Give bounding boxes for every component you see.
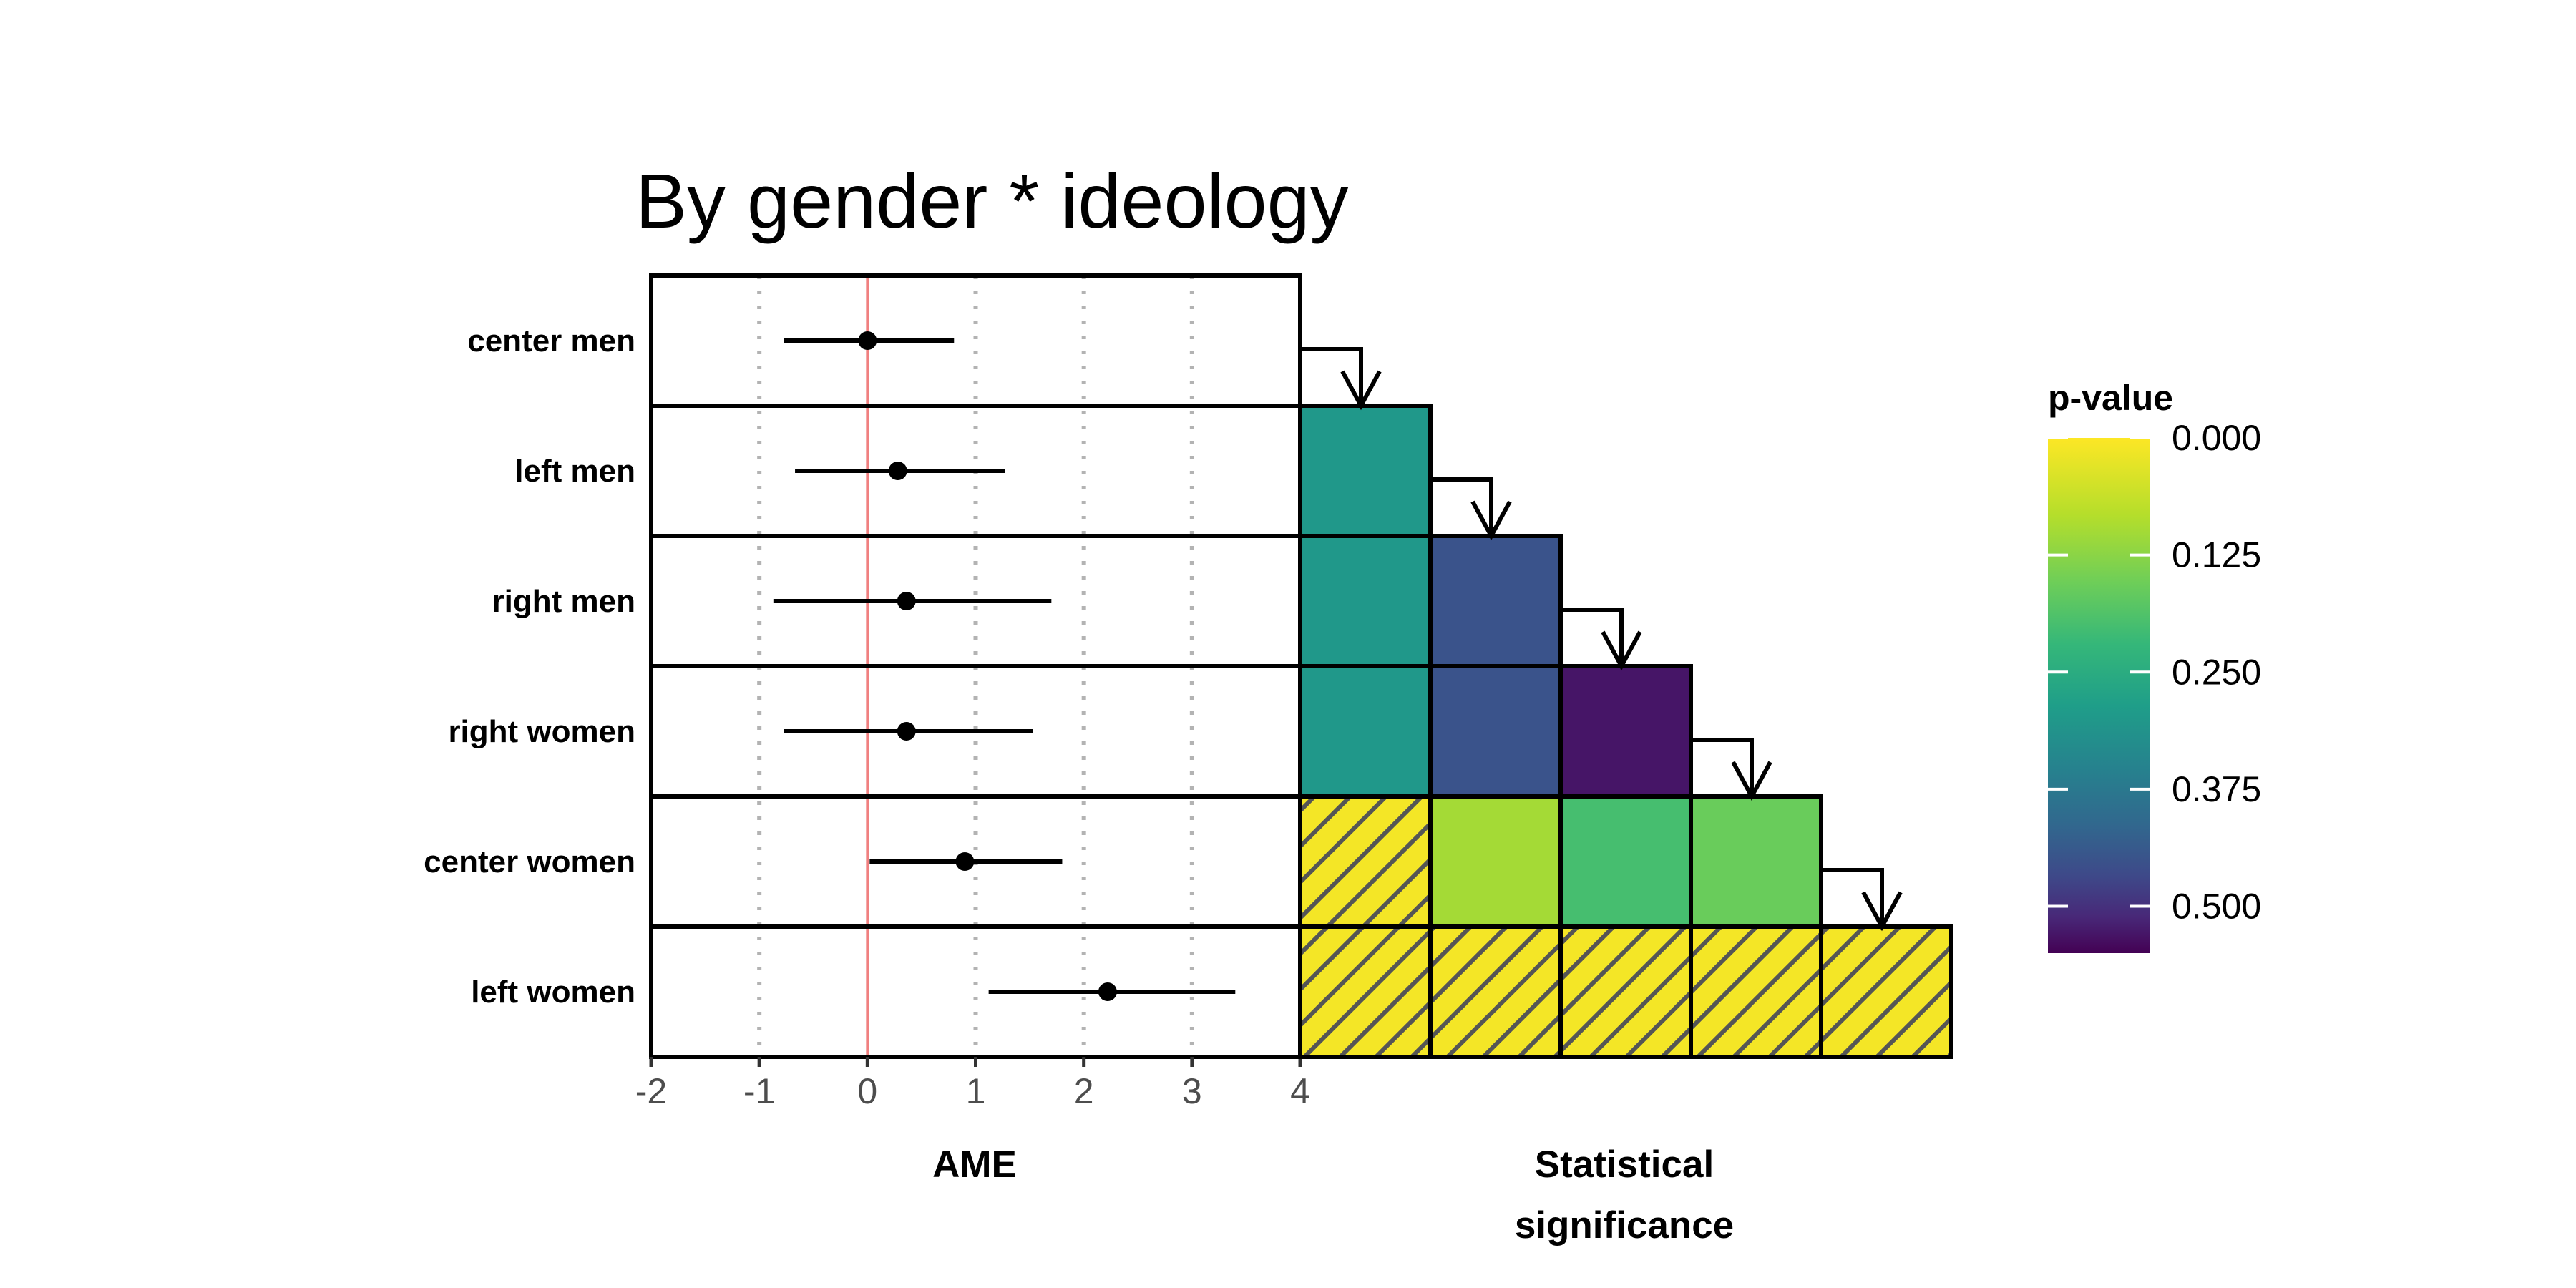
arrow-line [1561, 608, 1624, 666]
x-tick-label: 1 [966, 1071, 986, 1111]
significance-hatch [1819, 924, 1953, 1059]
matrix-cell [1689, 794, 1823, 929]
matrix-cell [1558, 794, 1693, 929]
legend-tick-label: 0.500 [2172, 887, 2261, 927]
row-label: center men [467, 323, 635, 358]
legend-colorbar [2048, 438, 2150, 953]
row-label: left women [471, 975, 635, 1010]
matrix-cell [1298, 404, 1433, 538]
arrow-head [1340, 370, 1382, 411]
x-tick-label: -2 [635, 1071, 667, 1111]
row-label: left men [514, 454, 635, 489]
arrow-line [1821, 868, 1884, 927]
matrix-label-line2: significance [1515, 1204, 1734, 1246]
significance-hatch [1558, 924, 1693, 1059]
arrow-head [1731, 761, 1772, 801]
row-label: right men [492, 584, 635, 619]
matrix-cell [1428, 534, 1563, 668]
significance-hatch [1298, 794, 1433, 929]
matrix-label-line1: Statistical [1535, 1143, 1714, 1186]
legend-tick-label: 0.375 [2172, 769, 2261, 809]
x-axis-label: AME [932, 1143, 1017, 1186]
legend: p-value 0.000 0.125 0.250 0.375 0.500 [2048, 378, 2261, 953]
row-arrows [1300, 347, 1903, 932]
x-tick-label: -1 [743, 1071, 775, 1111]
matrix-cell [1298, 534, 1433, 668]
arrow-head [1470, 500, 1512, 541]
row-label: right women [448, 714, 635, 749]
significance-hatch [1428, 924, 1563, 1059]
forest-row-box [649, 273, 1302, 408]
arrow-line [1300, 347, 1363, 406]
point-estimate [955, 852, 975, 871]
point-estimate [858, 331, 877, 350]
forest-panel: center men left men right men right women ce… [424, 273, 1310, 1111]
legend-tick-label: 0.250 [2172, 652, 2261, 692]
significance-matrix [1298, 404, 1953, 1059]
chart-title: By gender * ideology [635, 157, 1349, 244]
point-estimate [897, 592, 916, 610]
significance-hatch [1689, 924, 1823, 1059]
x-tick-label: 0 [857, 1071, 877, 1111]
point-estimate [897, 722, 916, 741]
significance-hatch [1298, 924, 1433, 1059]
matrix-cell [1428, 664, 1563, 799]
matrix-cell [1558, 664, 1693, 799]
point-estimate [888, 462, 907, 480]
legend-tick-label: 0.125 [2172, 535, 2261, 575]
arrow-head [1601, 630, 1642, 671]
x-tick-label: 3 [1182, 1071, 1202, 1111]
x-tick-label: 4 [1290, 1071, 1310, 1111]
legend-title: p-value [2048, 378, 2173, 418]
arrow-head [1861, 891, 1903, 932]
arrow-line [1430, 477, 1493, 536]
arrow-line [1691, 738, 1754, 796]
matrix-cell [1298, 664, 1433, 799]
legend-tick-label: 0.000 [2172, 418, 2261, 458]
matrix-cell [1428, 794, 1563, 929]
x-tick-label: 2 [1074, 1071, 1094, 1111]
row-label: center women [424, 844, 635, 879]
point-estimate [1098, 982, 1117, 1001]
